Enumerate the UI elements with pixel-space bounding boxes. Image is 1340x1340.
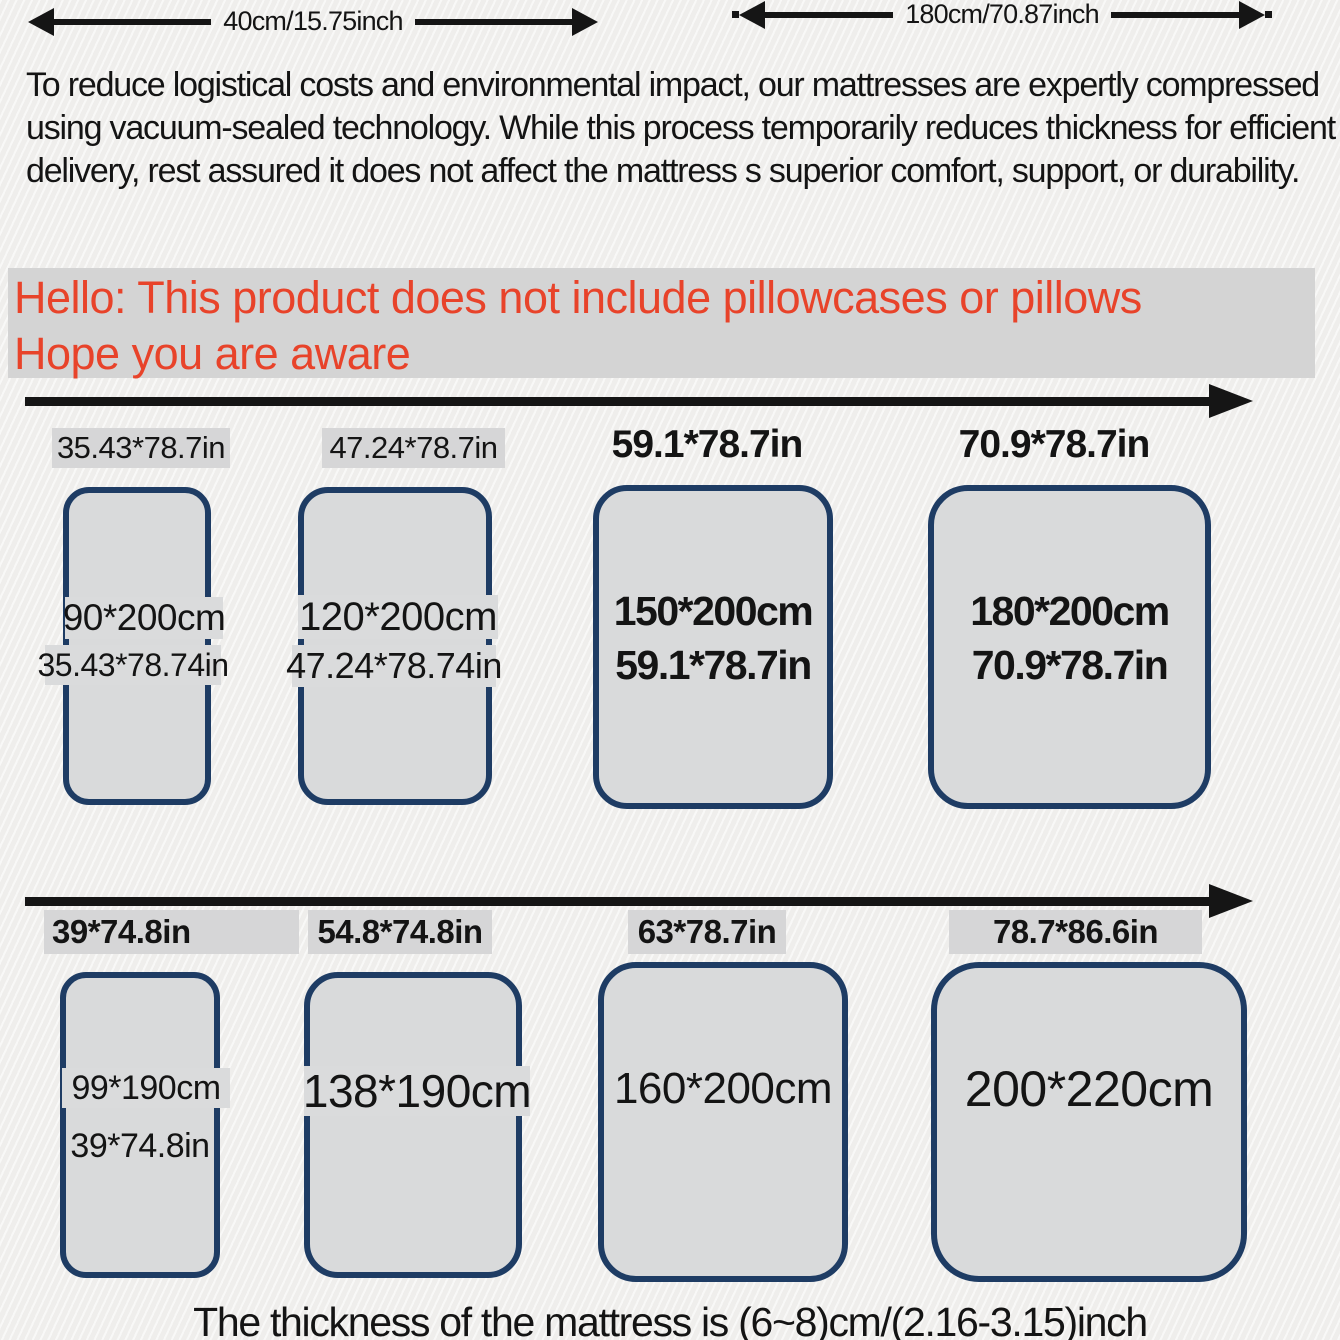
size-inch: 39*74.8in [70, 1126, 210, 1165]
dimension-line [414, 18, 573, 25]
size-cm: 138*190cm [302, 1065, 532, 1117]
arrow-shaft [25, 896, 1209, 906]
arrow-right-icon [1239, 0, 1266, 29]
arrow-shaft [25, 396, 1209, 406]
size-progression-arrow [25, 884, 1253, 918]
dimension-line [1110, 11, 1240, 18]
size-header: 39*74.8in [44, 910, 299, 954]
size-header: 70.9*78.7in [958, 423, 1151, 466]
mattress-150x200: 150*200cm 59.1*78.7in [593, 485, 833, 809]
thickness-note: The thickness of the mattress is (6~8)cm… [193, 1299, 1148, 1340]
size-cm: 160*200cm [613, 1064, 833, 1113]
dimension-label: 180cm/70.87inch [905, 0, 1099, 29]
size-cm: 180*200cm [970, 587, 1170, 634]
mattress-90x200: 90*200cm 35.43*78.74in [38, 487, 229, 805]
size-cm: 120*200cm [298, 594, 498, 639]
size-header: 78.7*86.6in [949, 910, 1202, 954]
size-cm: 150*200cm [613, 587, 814, 634]
dimension-end-nub [732, 11, 739, 18]
size-progression-arrow [25, 384, 1253, 418]
arrow-right-icon [572, 7, 599, 36]
expanded-width-dimension: 180cm/70.87inch [732, 0, 1273, 30]
mattress-160x200: 160*200cm [598, 962, 848, 1282]
compressed-width-dimension: 40cm/15.75inch [28, 6, 599, 37]
size-header: 47.24*78.7in [322, 428, 505, 468]
size-inch: 47.24*78.74in [286, 645, 502, 687]
mattress-120x200: 120*200cm 47.24*78.74in [286, 487, 502, 805]
arrow-left-icon [28, 7, 54, 36]
mattress-138x190: 138*190cm [303, 972, 532, 1278]
dimension-line [765, 11, 894, 18]
size-cm: 200*220cm [964, 1061, 1214, 1117]
notice-line-1: Hello: This product does not include pil… [14, 272, 1142, 323]
mattress-180x200: 180*200cm 70.9*78.7in [928, 485, 1211, 809]
dimension-line [54, 18, 212, 25]
size-inch: 35.43*78.74in [38, 645, 229, 685]
arrow-right-icon [1209, 384, 1253, 418]
notice-line-2: Hope you are aware [14, 328, 411, 379]
size-header: 54.8*74.8in [308, 910, 492, 954]
size-header: 59.1*78.7in [611, 423, 804, 466]
size-cm: 99*190cm [62, 1068, 230, 1108]
dimension-end-nub [1265, 11, 1273, 18]
notice-banner: Hello: This product does not include pil… [8, 268, 1315, 379]
arrow-left-icon [739, 0, 765, 29]
mattress-99x190: 99*190cm 39*74.8in [60, 972, 230, 1278]
intro-paragraph: To reduce logistical costs and environme… [26, 66, 1336, 190]
size-header: 63*78.7in [628, 910, 786, 954]
size-inch: 59.1*78.7in [615, 641, 812, 688]
mattress-200x220: 200*220cm [931, 962, 1247, 1282]
arrow-right-icon [1209, 884, 1253, 918]
size-cm: 90*200cm [62, 597, 226, 639]
dimension-label: 40cm/15.75inch [223, 6, 403, 36]
size-inch: 70.9*78.7in [971, 641, 1169, 688]
size-header: 35.43*78.7in [52, 428, 230, 468]
